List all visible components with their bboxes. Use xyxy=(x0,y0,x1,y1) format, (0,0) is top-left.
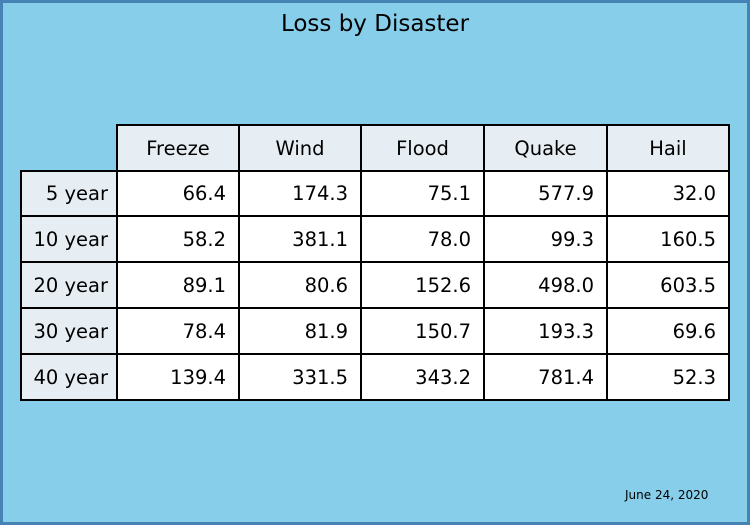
table-cell: 160.5 xyxy=(606,215,730,263)
table-cell: 174.3 xyxy=(238,170,362,217)
table-cell: 343.2 xyxy=(360,353,485,401)
table-cell: 781.4 xyxy=(483,353,608,401)
table-cell: 152.6 xyxy=(360,261,485,309)
table-cell: 331.5 xyxy=(238,353,362,401)
date-footnote: June 24, 2020 xyxy=(625,488,709,502)
row-header: 10 year xyxy=(20,215,118,263)
table-cell: 577.9 xyxy=(483,170,608,217)
table-cell: 58.2 xyxy=(116,215,240,263)
table-cell: 78.4 xyxy=(116,307,240,355)
table-cell: 381.1 xyxy=(238,215,362,263)
column-header: Quake xyxy=(483,124,608,172)
table-cell: 52.3 xyxy=(606,353,730,401)
column-header: Freeze xyxy=(116,124,240,172)
row-header: 5 year xyxy=(20,170,118,217)
table-cell: 89.1 xyxy=(116,261,240,309)
table-cell: 603.5 xyxy=(606,261,730,309)
column-header: Wind xyxy=(238,124,362,172)
table-cell: 75.1 xyxy=(360,170,485,217)
table-cell: 99.3 xyxy=(483,215,608,263)
table-cell: 193.3 xyxy=(483,307,608,355)
data-table: Freeze Wind Flood Quake Hail 5 year 66.4 174.3 7… xyxy=(3,3,747,522)
table-cell: 81.9 xyxy=(238,307,362,355)
column-header: Flood xyxy=(360,124,485,172)
table-cell: 80.6 xyxy=(238,261,362,309)
table-cell: 150.7 xyxy=(360,307,485,355)
column-header: Hail xyxy=(606,124,730,172)
table-cell: 498.0 xyxy=(483,261,608,309)
row-header: 20 year xyxy=(20,261,118,309)
row-header: 30 year xyxy=(20,307,118,355)
table-cell: 78.0 xyxy=(360,215,485,263)
table-cell: 139.4 xyxy=(116,353,240,401)
table-cell: 32.0 xyxy=(606,170,730,217)
table-cell: 66.4 xyxy=(116,170,240,217)
table-cell: 69.6 xyxy=(606,307,730,355)
chart-title: Loss by Disaster xyxy=(280,11,470,37)
row-header: 40 year xyxy=(20,353,118,401)
